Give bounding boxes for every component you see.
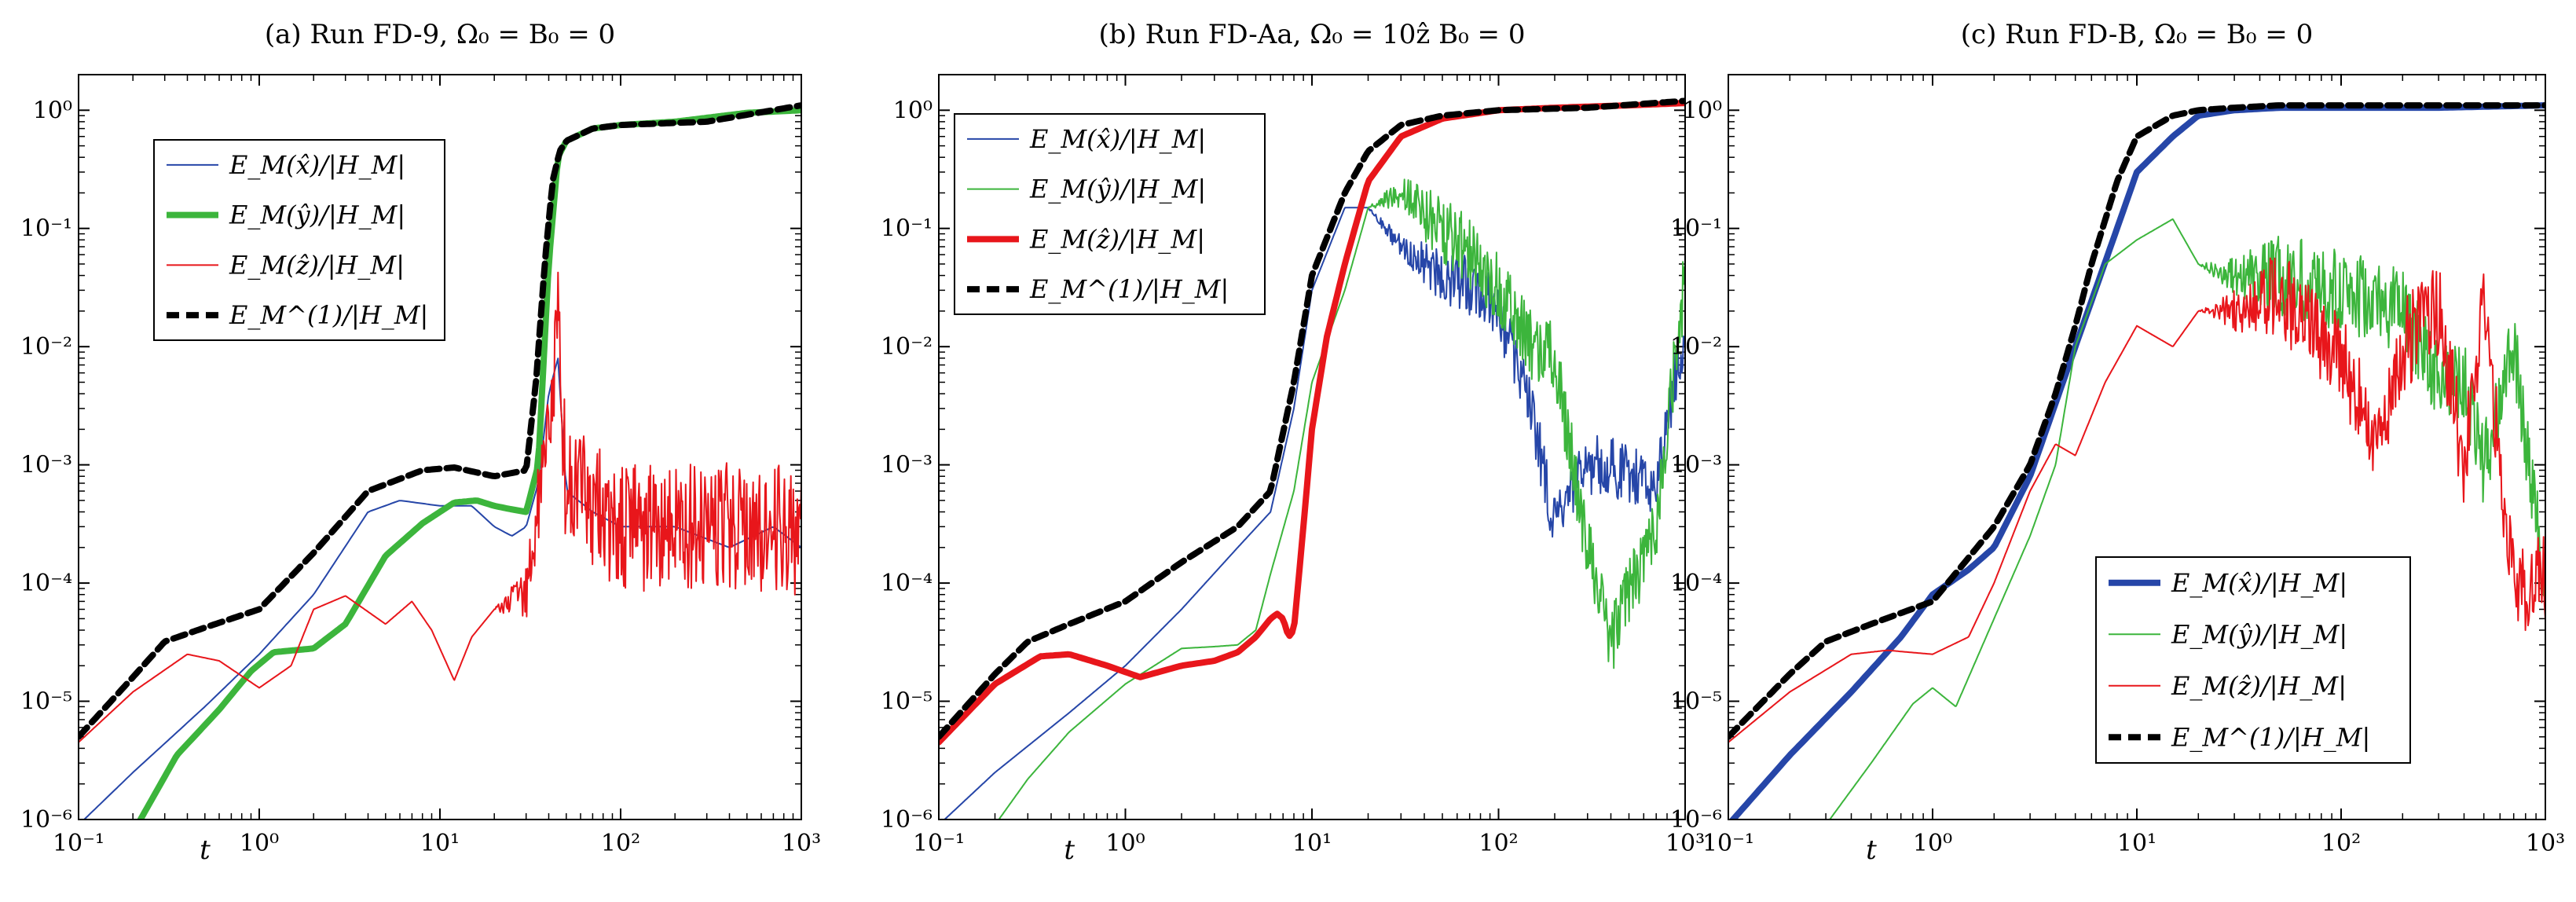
x-tick-label: 10⁻¹	[913, 830, 965, 857]
chart-title: (a) Run FD-9, Ω₀ = B₀ = 0	[265, 19, 615, 50]
y-tick-label: 10⁰	[1683, 97, 1722, 124]
chart-title: (c) Run FD-B, Ω₀ = B₀ = 0	[1961, 19, 2313, 50]
series-line-3	[79, 102, 801, 740]
legend: E_M(x̂)/|H_M| E_M(ŷ)/|H_M| E_M(ẑ)/|H_M| E_M…	[954, 113, 1266, 315]
y-tick-label: 10⁻²	[20, 333, 72, 361]
y-tick-label: 10⁻¹	[881, 215, 933, 243]
panel-b: (b) Run FD-Aa, Ω₀ = 10ẑ B₀ = 0 10⁻¹ 10⁰ 10¹…	[881, 19, 1705, 866]
legend-label: E_M(x̂)/|H_M|	[2171, 568, 2347, 598]
legend-label: E_M(ŷ)/|H_M|	[1029, 174, 1206, 204]
y-tick-label: 10⁻⁶	[20, 806, 72, 834]
plot-frame	[938, 74, 1686, 820]
x-tick-label: 10⁰	[240, 830, 279, 857]
x-tick-label: 10¹	[420, 830, 460, 857]
y-tick-label: 10⁰	[893, 97, 933, 124]
y-tick-label: 10⁻⁵	[881, 688, 933, 716]
series-group	[939, 97, 1685, 820]
series-line-3	[1728, 102, 2545, 740]
y-tick-label: 10⁻⁵	[20, 688, 72, 716]
y-tick-label: 10⁻³	[20, 452, 72, 479]
y-tick-label: 10⁻²	[881, 333, 933, 361]
y-tick-label: 10⁻³	[881, 452, 933, 479]
series-line-0	[943, 207, 1685, 820]
legend-box	[954, 113, 1266, 315]
legend-label: E_M(x̂)/|H_M|	[1029, 124, 1206, 154]
series-line-2	[79, 271, 801, 743]
y-tick-label: 10⁻⁴	[1670, 570, 1722, 597]
series-group	[79, 102, 801, 820]
x-tick-label: 10³	[1665, 830, 1705, 857]
x-tick-label: 10³	[782, 830, 821, 857]
legend-label: E_M(ŷ)/|H_M|	[2171, 619, 2347, 649]
legend-label: E_M^(1)/|H_M|	[1029, 274, 1229, 304]
legend-box	[2095, 556, 2411, 764]
legend-label: E_M^(1)/|H_M|	[2171, 722, 2370, 752]
x-tick-label: 10²	[2321, 830, 2361, 857]
panel-c: (c) Run FD-B, Ω₀ = B₀ = 0 10⁻¹ 10⁰ 10¹ 10² 10…	[1670, 19, 2565, 866]
x-tick-label: 10¹	[2117, 830, 2156, 857]
series-line-1	[1828, 218, 2545, 820]
series-line-2	[939, 100, 1685, 746]
chart-title: (b) Run FD-Aa, Ω₀ = 10ẑ B₀ = 0	[1099, 19, 1526, 50]
x-axis-label: t	[1064, 834, 1075, 866]
x-tick-label: 10⁻¹	[1702, 830, 1754, 857]
legend-label: E_M^(1)/|H_M|	[229, 300, 428, 330]
x-tick-label: 10⁻¹	[53, 830, 104, 857]
legend: E_M(x̂)/|H_M| E_M(ŷ)/|H_M| E_M(ẑ)/|H_M| E_M…	[153, 139, 445, 341]
legend-box	[153, 139, 445, 341]
series-group	[1728, 102, 2545, 820]
y-tick-label: 10⁻⁶	[1670, 806, 1722, 834]
plot-frame	[78, 74, 802, 820]
y-tick-label: 10⁻⁴	[20, 570, 72, 597]
x-tick-label: 10¹	[1292, 830, 1332, 857]
y-tick-label: 10⁻⁴	[881, 570, 933, 597]
y-tick-label: 10⁻¹	[1670, 215, 1722, 243]
x-tick-label: 10³	[2526, 830, 2565, 857]
panel-a: (a) Run FD-9, Ω₀ = B₀ = 0 10⁻¹ 10⁰ 10¹ 10² 10…	[20, 19, 821, 866]
x-axis-label: t	[1866, 834, 1877, 866]
series-line-1	[998, 178, 1685, 820]
x-tick-label: 10²	[601, 830, 640, 857]
y-tick-label: 10⁰	[33, 97, 72, 124]
legend: E_M(x̂)/|H_M| E_M(ŷ)/|H_M| E_M(ẑ)/|H_M| E_M…	[2095, 556, 2411, 764]
plot-frame	[1728, 74, 2546, 820]
y-tick-label: 10⁻⁶	[881, 806, 933, 834]
x-axis-label: t	[200, 834, 211, 866]
tick-marks	[1728, 74, 2546, 820]
series-line-3	[939, 97, 1685, 740]
legend-label: E_M(ẑ)/|H_M|	[1029, 224, 1205, 254]
legend-label: E_M(ẑ)/|H_M|	[2171, 671, 2347, 701]
legend-label: E_M(ẑ)/|H_M|	[229, 250, 405, 280]
x-tick-label: 10⁰	[1913, 830, 1952, 857]
x-tick-label: 10⁰	[1105, 830, 1145, 857]
y-tick-label: 10⁻¹	[20, 215, 72, 243]
y-tick-label: 10⁻³	[1670, 452, 1722, 479]
series-line-0	[82, 358, 801, 820]
y-tick-label: 10⁻²	[1670, 333, 1722, 361]
legend-label: E_M(x̂)/|H_M|	[229, 150, 405, 180]
legend-label: E_M(ŷ)/|H_M|	[229, 200, 405, 230]
series-line-2	[1728, 257, 2545, 743]
y-tick-label: 10⁻⁵	[1670, 688, 1722, 716]
x-tick-label: 10²	[1479, 830, 1518, 857]
